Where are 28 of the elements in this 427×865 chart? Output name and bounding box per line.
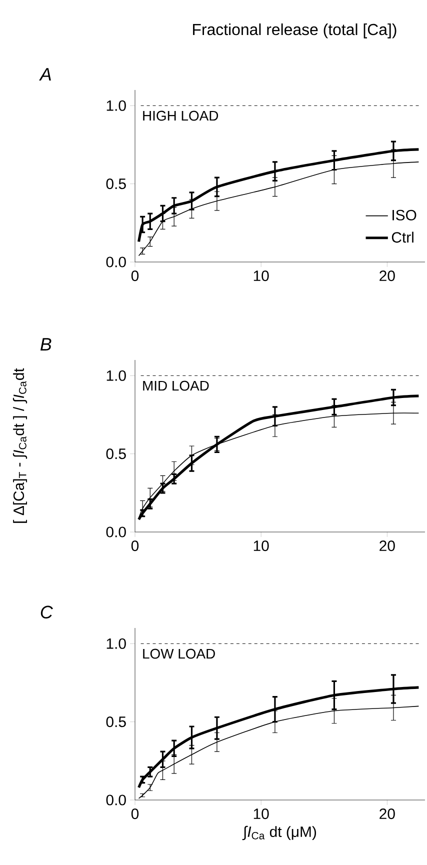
x-tick-label: 0 [131, 540, 139, 552]
y-tick-label: 1.0 [106, 100, 126, 111]
chart-subtitle: Fractional release (total [Ca]) [193, 23, 396, 38]
chart-title: A [39, 68, 51, 80]
y-tick-label: 0.0 [106, 256, 126, 268]
y-tick-label: 0.0 [106, 526, 126, 538]
x-tick-label: 0 [131, 808, 139, 820]
x-tick-label: 20 [380, 270, 395, 282]
legend-label: Ctrl [392, 232, 414, 243]
legend-label: ISO [392, 210, 416, 220]
y-tick-label: 0.5 [106, 716, 126, 728]
y-tick-label: 1.0 [106, 638, 126, 649]
x-tick-label: 20 [380, 540, 395, 552]
ref-line-label: HIGH LOAD [143, 110, 218, 121]
x-tick-label: 0 [131, 270, 139, 282]
y-tick-label: 0.5 [106, 448, 126, 460]
x-axis-title: ∫I$_{Ca}$ dt (μM) [242, 826, 316, 840]
ref-line-label: LOW LOAD [143, 648, 215, 659]
x-tick-label: 10 [254, 270, 269, 282]
ref-line-label: MID LOAD [143, 380, 209, 391]
y-tick-label: 0.5 [106, 178, 126, 190]
x-tick-label: 10 [254, 540, 269, 552]
x-tick-label: 10 [254, 808, 269, 820]
chart-title: B [40, 338, 52, 350]
y-tick-label: 1.0 [106, 370, 126, 381]
x-tick-label: 20 [380, 808, 395, 820]
y-tick-label: 0.0 [106, 794, 126, 806]
chart-title: C [40, 606, 53, 618]
